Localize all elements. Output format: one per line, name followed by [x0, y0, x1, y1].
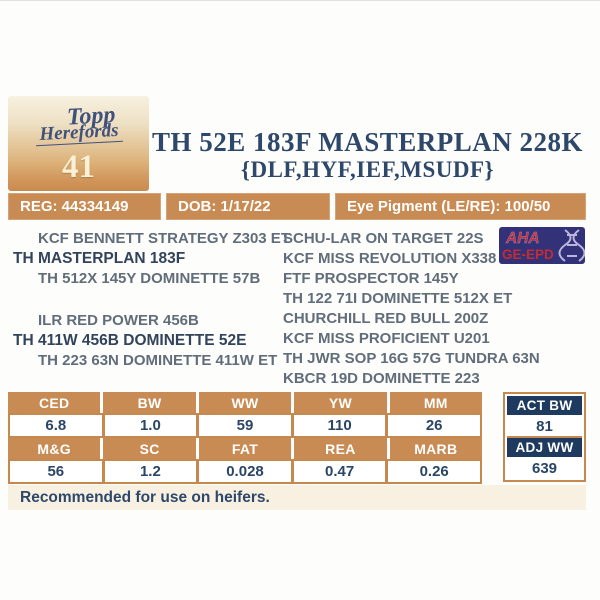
info-bar: REG: 44334149 DOB: 1/17/22 Eye Pigment (… — [8, 193, 586, 220]
pedigree-ancestor: TH JWR SOP 16G 57G TUNDRA 63N — [283, 350, 540, 367]
pedigree-right-column: SCHU-LAR ON TARGET 22S KCF MISS REVOLUTI… — [283, 229, 586, 389]
epd-value-bw: 1.0 — [104, 415, 197, 436]
pedigree-ancestor: KCF MISS REVOLUTION X338 ET — [283, 250, 520, 267]
epd-header-ww: WW — [198, 392, 292, 413]
epd-section: CED BW WW YW MM 6.8 1.0 59 110 26 M&G SC… — [8, 392, 586, 484]
epd-header-ced: CED — [8, 392, 101, 413]
epd-header-mm: MM — [389, 392, 482, 413]
epd-table: CED BW WW YW MM 6.8 1.0 59 110 26 M&G SC… — [8, 392, 482, 484]
pedigree-section: KCF BENNETT STRATEGY Z303 ET TH MASTERPL… — [8, 220, 586, 392]
epd-header-rea: REA — [294, 438, 387, 459]
lot-number: 41 — [62, 149, 95, 185]
epd-value-fat: 0.028 — [199, 461, 291, 482]
badge-ge-epd-text: GE-EPD — [502, 247, 554, 262]
epd-value-rea: 0.47 — [293, 461, 386, 482]
epd-header-bw: BW — [103, 392, 196, 413]
note-strip: Recommended for use on heifers. — [8, 485, 586, 510]
lot-card: Topp Herefords 41 TH 52E 183F MASTERPLAN… — [8, 96, 586, 510]
breeder-name-line2: Herefords — [34, 120, 124, 147]
pedigree-ancestor: TH 122 71I DOMINETTE 512X ET — [283, 290, 513, 307]
pedigree-ancestor: KCF MISS PROFICIENT U201 — [283, 330, 490, 347]
epd-value-yw: 110 — [293, 415, 386, 436]
sire-name: TH MASTERPLAN 183F — [13, 250, 186, 267]
epd-value-ced: 6.8 — [10, 415, 102, 436]
actual-weights-box: ACT BW 81 ADJ WW 639 — [503, 392, 586, 482]
genetic-status-subtitle: {DLF,HYF,IEF,MSUDF} — [240, 157, 495, 182]
dna-helix-icon — [558, 229, 585, 262]
dam-dam: TH 223 63N DOMINETTE 411W ET — [38, 352, 278, 369]
adj-ww-value: 639 — [531, 460, 558, 477]
epd-header-row-2: M&G SC FAT REA MARB — [8, 438, 482, 459]
registration-field: REG: 44334149 — [8, 193, 161, 220]
stat-divider — [507, 436, 582, 438]
adj-ww-label: ADJ WW — [507, 438, 582, 457]
pedigree-ancestor: FTF PROSPECTOR 145Y — [283, 270, 459, 287]
epd-value-row-1: 6.8 1.0 59 110 26 — [8, 413, 482, 438]
epd-header-sc: SC — [103, 438, 196, 459]
badge-aha-text: AHA — [505, 230, 540, 247]
breeder-logo: Topp Herefords — [34, 102, 124, 147]
pedigree-ancestor: KBCR 19D DOMINETTE 223 — [283, 370, 480, 387]
epd-value-ww: 59 — [199, 415, 291, 436]
act-bw-value: 81 — [536, 418, 553, 435]
eye-pigment-field: Eye Pigment (LE/RE): 100/50 — [335, 193, 586, 220]
card-header: Topp Herefords 41 TH 52E 183F MASTERPLAN… — [8, 96, 586, 191]
epd-header-fat: FAT — [198, 438, 292, 459]
sire-dam: TH 512X 145Y DOMINETTE 57B — [38, 270, 261, 287]
pedigree-spacer — [13, 289, 281, 311]
breeder-logo-box: Topp Herefords 41 — [8, 96, 149, 191]
epd-header-marb: MARB — [389, 438, 482, 459]
dob-field: DOB: 1/17/22 — [166, 193, 330, 220]
epd-value-mg: 56 — [10, 461, 102, 482]
epd-value-row-2: 56 1.2 0.028 0.47 0.26 — [8, 459, 482, 484]
epd-header-mg: M&G — [8, 438, 101, 459]
epd-value-mm: 26 — [388, 415, 480, 436]
pedigree-left-column: KCF BENNETT STRATEGY Z303 ET TH MASTERPL… — [13, 229, 290, 371]
aha-ge-epd-badge: AHA GE-EPD — [499, 227, 585, 264]
sire-sire: KCF BENNETT STRATEGY Z303 ET — [38, 230, 290, 247]
epd-value-sc: 1.2 — [104, 461, 197, 482]
animal-name-title: TH 52E 183F MASTERPLAN 228K — [151, 127, 584, 157]
recommendation-note: Recommended for use on heifers. — [20, 488, 270, 506]
dam-sire: ILR RED POWER 456B — [38, 312, 199, 329]
title-block: TH 52E 183F MASTERPLAN 228K {DLF,HYF,IEF… — [149, 96, 586, 191]
act-bw-label: ACT BW — [507, 396, 582, 415]
epd-header-yw: YW — [294, 392, 387, 413]
epd-header-row-1: CED BW WW YW MM — [8, 392, 482, 413]
epd-value-marb: 0.26 — [388, 461, 480, 482]
pedigree-ancestor: CHURCHILL RED BULL 200Z — [283, 310, 489, 327]
dam-name: TH 411W 456B DOMINETTE 52E — [13, 332, 247, 349]
pedigree-ancestor: SCHU-LAR ON TARGET 22S — [283, 230, 484, 247]
